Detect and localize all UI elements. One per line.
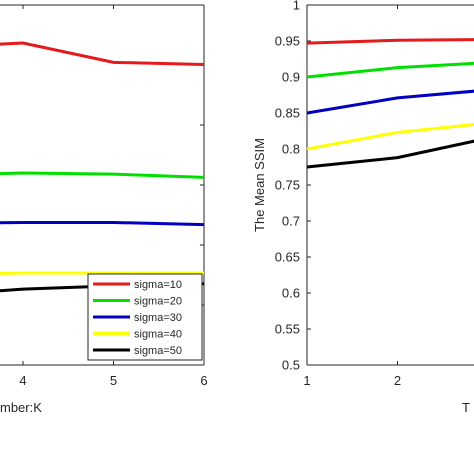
legend-label-3: sigma=40 [134, 329, 182, 341]
legend-label-0: sigma=10 [134, 279, 182, 291]
right-ytick-label-1: 0.55 [275, 322, 300, 337]
right-xtick-label-0: 1 [303, 373, 310, 388]
right-xtick-label-1: 2 [394, 373, 401, 388]
right-ytick-label-10: 1 [293, 0, 300, 13]
left-xtick-label-2: 6 [200, 373, 207, 388]
left-series-line-2 [0, 220, 205, 227]
right-chart: 0.5 0.55 0.6 0.65 0.7 0.75 0.8 0.85 0.9 0.95 1 1 2 T T… [252, 0, 474, 415]
right-ytick-label-8: 0.9 [282, 70, 300, 85]
right-ytick-label-9: 0.95 [275, 34, 300, 49]
right-series-line-4 [306, 139, 474, 169]
left-xtick-label-0: 4 [19, 373, 26, 388]
right-ytick-label-3: 0.65 [275, 250, 300, 265]
right-ytick-label-2: 0.6 [282, 286, 300, 301]
left-chart: 4 5 6 mber:K sigma=10 sigma=20 sigma=30 sigma=4… [0, 4, 208, 415]
left-series-line-3 [0, 271, 204, 276]
right-ytick-label-5: 0.75 [275, 178, 300, 193]
right-ytick-label-7: 0.85 [275, 106, 300, 121]
left-xtick-label-1: 5 [110, 373, 117, 388]
right-series-line-0 [306, 38, 474, 45]
right-ytick-label-0: 0.5 [282, 358, 300, 373]
right-xlabel: T [462, 400, 470, 415]
right-ytick-label-4: 0.7 [282, 214, 300, 229]
right-series-line-1 [306, 61, 474, 79]
right-series-line-2 [306, 89, 474, 115]
right-ytick-label-6: 0.8 [282, 142, 300, 157]
right-series-line-3 [306, 123, 474, 151]
left-series-line-0 [0, 41, 205, 66]
right-ylabel: The Mean SSIM [252, 138, 267, 232]
left-series-line-1 [0, 171, 205, 179]
legend-label-4: sigma=50 [134, 345, 182, 357]
left-xlabel: mber:K [0, 400, 42, 415]
legend-label-1: sigma=20 [134, 296, 182, 308]
legend-label-2: sigma=30 [134, 312, 182, 324]
